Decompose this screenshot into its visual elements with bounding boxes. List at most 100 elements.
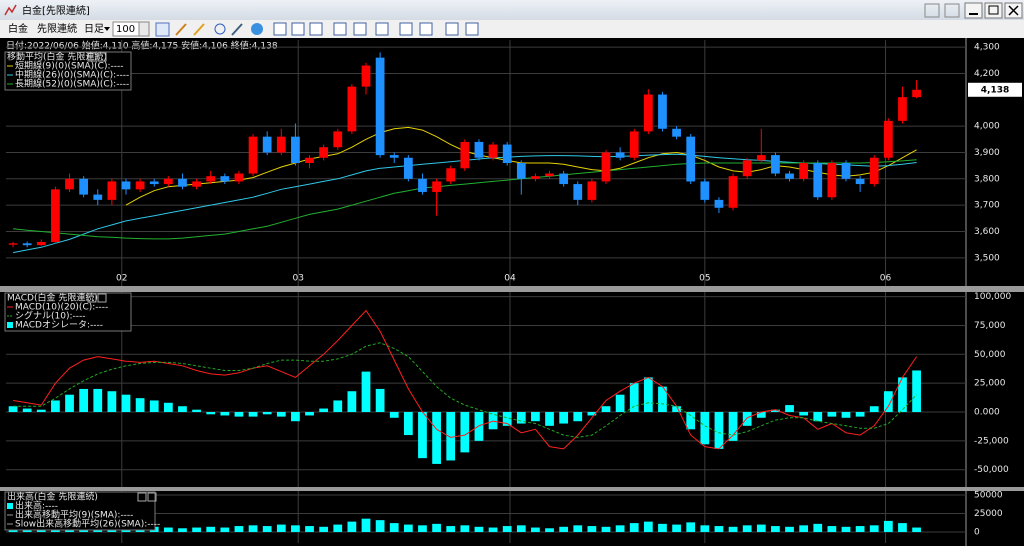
candle-body xyxy=(756,155,766,161)
bar xyxy=(446,412,456,461)
bar xyxy=(418,412,427,459)
tool-icon[interactable] xyxy=(465,22,479,36)
candle-body xyxy=(488,144,498,158)
legend-button xyxy=(87,293,97,303)
x-tick-label: 02 xyxy=(116,274,127,284)
bar xyxy=(883,391,893,412)
bar xyxy=(672,406,681,412)
bar xyxy=(869,406,879,412)
candle-body xyxy=(827,163,837,198)
tool-icon[interactable] xyxy=(291,22,305,36)
candle-body xyxy=(869,157,879,185)
candle-body xyxy=(629,131,639,158)
bar xyxy=(432,412,441,464)
bar xyxy=(813,523,823,532)
legend-item: 中期線(26)(0)(SMA)(C):---- xyxy=(15,69,129,81)
tool-icon[interactable] xyxy=(399,22,413,36)
maximize-button[interactable] xyxy=(984,2,1003,19)
tool-icon[interactable] xyxy=(309,22,323,36)
spin-button[interactable] xyxy=(138,21,150,37)
bar xyxy=(192,409,201,412)
bar xyxy=(587,412,597,416)
bar xyxy=(799,525,809,532)
bar xyxy=(700,525,710,532)
minimize-button[interactable] xyxy=(964,2,983,19)
legend-item: シグナル(10):---- xyxy=(15,310,86,322)
tool-icon[interactable] xyxy=(175,23,187,36)
candle-body xyxy=(573,184,583,200)
candle-body xyxy=(559,173,569,185)
bar xyxy=(629,383,639,412)
candle-body xyxy=(8,243,18,245)
legend-item: MACD(10)(20)(C):---- xyxy=(15,303,108,313)
bar xyxy=(361,518,371,532)
bar xyxy=(262,526,272,532)
bar xyxy=(36,409,46,412)
candle-body xyxy=(686,136,696,182)
bar xyxy=(234,412,244,417)
legend-title: 出来高(白金 先限連続) xyxy=(7,491,98,503)
bar xyxy=(516,525,526,532)
legend-button xyxy=(137,492,147,502)
bar xyxy=(559,526,569,532)
candle-body xyxy=(714,199,724,208)
bar xyxy=(813,412,823,422)
y-tick-label: 3,900 xyxy=(974,148,1000,158)
bar xyxy=(220,527,230,532)
tool-icons xyxy=(155,22,479,37)
candle-body xyxy=(220,176,230,182)
bar xyxy=(22,408,32,412)
y-tick-label: 0.000 xyxy=(974,408,1000,418)
period-value[interactable]: 100 xyxy=(116,24,135,35)
tool-icon[interactable] xyxy=(193,23,205,36)
tool-icon[interactable] xyxy=(214,23,226,35)
bar xyxy=(51,400,60,412)
menu-item[interactable]: 先限連続 xyxy=(37,22,77,35)
candle-body xyxy=(347,86,357,132)
candle-body xyxy=(474,141,484,158)
pin-button[interactable] xyxy=(924,3,940,18)
bar xyxy=(559,412,569,424)
bar xyxy=(700,412,710,445)
bar xyxy=(248,525,258,532)
y-tick-label: -50,000 xyxy=(974,465,1009,475)
candle-body xyxy=(135,181,145,190)
candle-body xyxy=(93,194,103,200)
tool-icon[interactable] xyxy=(231,23,243,36)
candle-body xyxy=(333,131,343,148)
link-button[interactable] xyxy=(944,3,960,18)
bar xyxy=(234,526,244,532)
legend-title: 移動平均(白金 先限連続) xyxy=(7,51,107,63)
candle-body xyxy=(389,155,399,158)
candle-body xyxy=(615,152,625,158)
y-tick-label: 25000 xyxy=(974,509,1003,519)
tool-icon[interactable] xyxy=(353,22,367,36)
tool-icon[interactable] xyxy=(155,22,170,37)
price-info: 日付:2022/06/06 始値:4,110 高値:4,175 安値:4,106… xyxy=(6,40,278,52)
bar xyxy=(686,522,696,532)
bar xyxy=(305,412,314,416)
bar xyxy=(531,527,540,532)
legend-box xyxy=(4,491,156,531)
bar xyxy=(375,520,385,532)
y-tick-label: 75,000 xyxy=(974,321,1006,331)
bar xyxy=(855,526,865,532)
candle-body xyxy=(178,178,187,187)
menu-item[interactable]: 日足 xyxy=(84,23,104,35)
chrome: 白金[先限連続] 白金 先限連続 日足 100 xyxy=(0,0,1024,38)
tool-icon[interactable] xyxy=(251,23,263,35)
tool-icon[interactable] xyxy=(419,22,433,36)
candle-body xyxy=(305,157,314,163)
bar xyxy=(573,412,583,422)
tool-icon[interactable] xyxy=(333,22,347,36)
tool-icon[interactable] xyxy=(273,22,287,36)
bar xyxy=(163,527,173,532)
bar xyxy=(347,391,357,412)
dropdown-arrow[interactable] xyxy=(104,27,110,31)
tool-icon[interactable] xyxy=(445,22,459,36)
legend-marker xyxy=(7,322,13,328)
bar xyxy=(756,412,766,418)
menu-item[interactable]: 白金 xyxy=(8,22,28,35)
tool-icon[interactable] xyxy=(375,22,389,36)
